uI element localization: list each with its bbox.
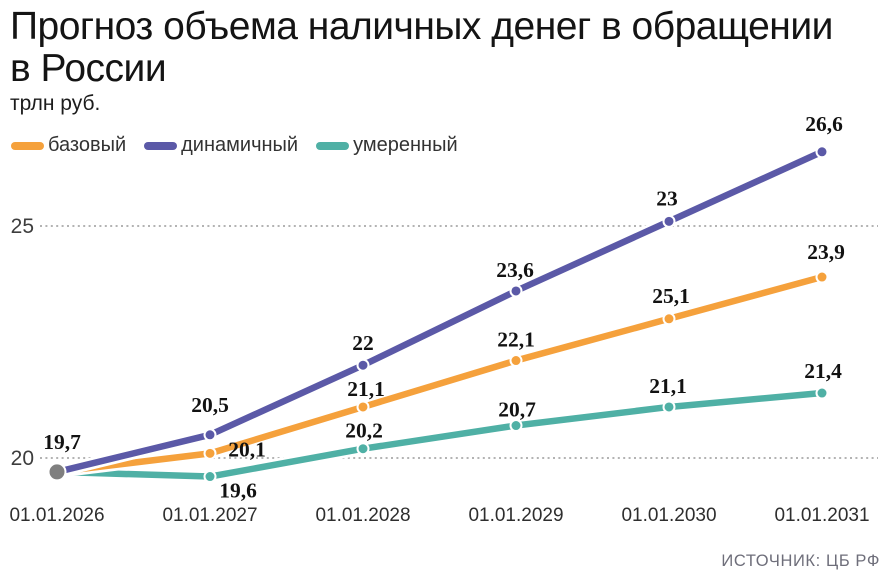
legend-marker-dynamic: [144, 141, 178, 150]
data-point-2-2: [356, 442, 370, 456]
chart-legend: базовый динамичный умеренный: [11, 134, 458, 157]
x-tick-label-4: 01.01.2030: [621, 505, 716, 526]
x-tick-label-5: 01.01.2031: [774, 505, 869, 526]
data-point-1-5: [815, 145, 829, 159]
data-point-0-4: [662, 312, 676, 326]
point-label-0-1: 20,1: [228, 437, 266, 461]
point-label-2-4: 21,1: [649, 374, 687, 398]
axis-units-label: трлн руб.: [10, 92, 101, 115]
data-point-0-5: [815, 270, 829, 284]
legend-item-moderate: умеренный: [316, 134, 458, 157]
data-point-0-1: [203, 446, 217, 460]
page-title-line2: в России: [10, 47, 167, 90]
x-tick-label-0: 01.01.2026: [9, 505, 104, 526]
data-point-2-5: [815, 386, 829, 400]
legend-label-dynamic: динамичный: [181, 134, 299, 156]
data-point-1-2: [356, 358, 370, 372]
point-label-1-1: 20,5: [191, 393, 229, 417]
point-label-2-2: 20,2: [345, 419, 383, 443]
point-label-0-2: 21,1: [347, 377, 385, 401]
point-label-0-5: 23,9: [807, 240, 845, 264]
point-label-2-3: 20,7: [498, 398, 536, 422]
legend-item-dynamic: динамичный: [144, 134, 298, 157]
data-point-0-3: [509, 354, 523, 368]
point-label-0-3: 22,1: [497, 328, 535, 352]
legend-label-basic: базовый: [48, 134, 127, 156]
point-label-0-4: 25,1: [652, 284, 690, 308]
data-point-1-1: [203, 428, 217, 442]
y-tick-label-25: 25: [11, 215, 34, 238]
point-label-2-1: 19,6: [219, 479, 257, 503]
series-line-0: [53, 273, 826, 476]
page-title-line1: Прогноз объема наличных денег в обращени…: [10, 5, 833, 48]
source-note: ИСТОЧНИК: ЦБ РФ: [721, 552, 880, 570]
data-point-2-4: [662, 400, 676, 414]
data-point-1-4: [662, 214, 676, 228]
data-point-2-3: [509, 419, 523, 433]
point-label-1-4: 23: [656, 186, 678, 210]
legend-marker-moderate: [316, 141, 350, 150]
data-point-0-2: [356, 400, 370, 414]
point-label-1-2: 22: [352, 331, 374, 355]
legend-label-moderate: умеренный: [353, 134, 458, 156]
point-label-1-3: 23,6: [496, 258, 534, 282]
point-label-1-5: 26,6: [805, 112, 843, 136]
series-line-2: [53, 389, 826, 480]
x-tick-label-3: 01.01.2029: [468, 505, 563, 526]
start-point-label: 19,7: [43, 430, 81, 454]
x-tick-label-2: 01.01.2028: [315, 505, 410, 526]
y-tick-label-20: 20: [11, 447, 34, 470]
legend-item-basic: базовый: [11, 134, 126, 157]
point-label-2-5: 21,4: [804, 359, 842, 383]
x-tick-label-1: 01.01.2027: [162, 505, 257, 526]
start-point: [47, 462, 67, 482]
data-point-2-1: [203, 470, 217, 484]
series-line-1: [53, 148, 826, 476]
page-title: Прогноз объема наличных денег в обращени…: [10, 6, 870, 90]
legend-marker-basic: [11, 141, 44, 150]
data-point-1-3: [509, 284, 523, 298]
